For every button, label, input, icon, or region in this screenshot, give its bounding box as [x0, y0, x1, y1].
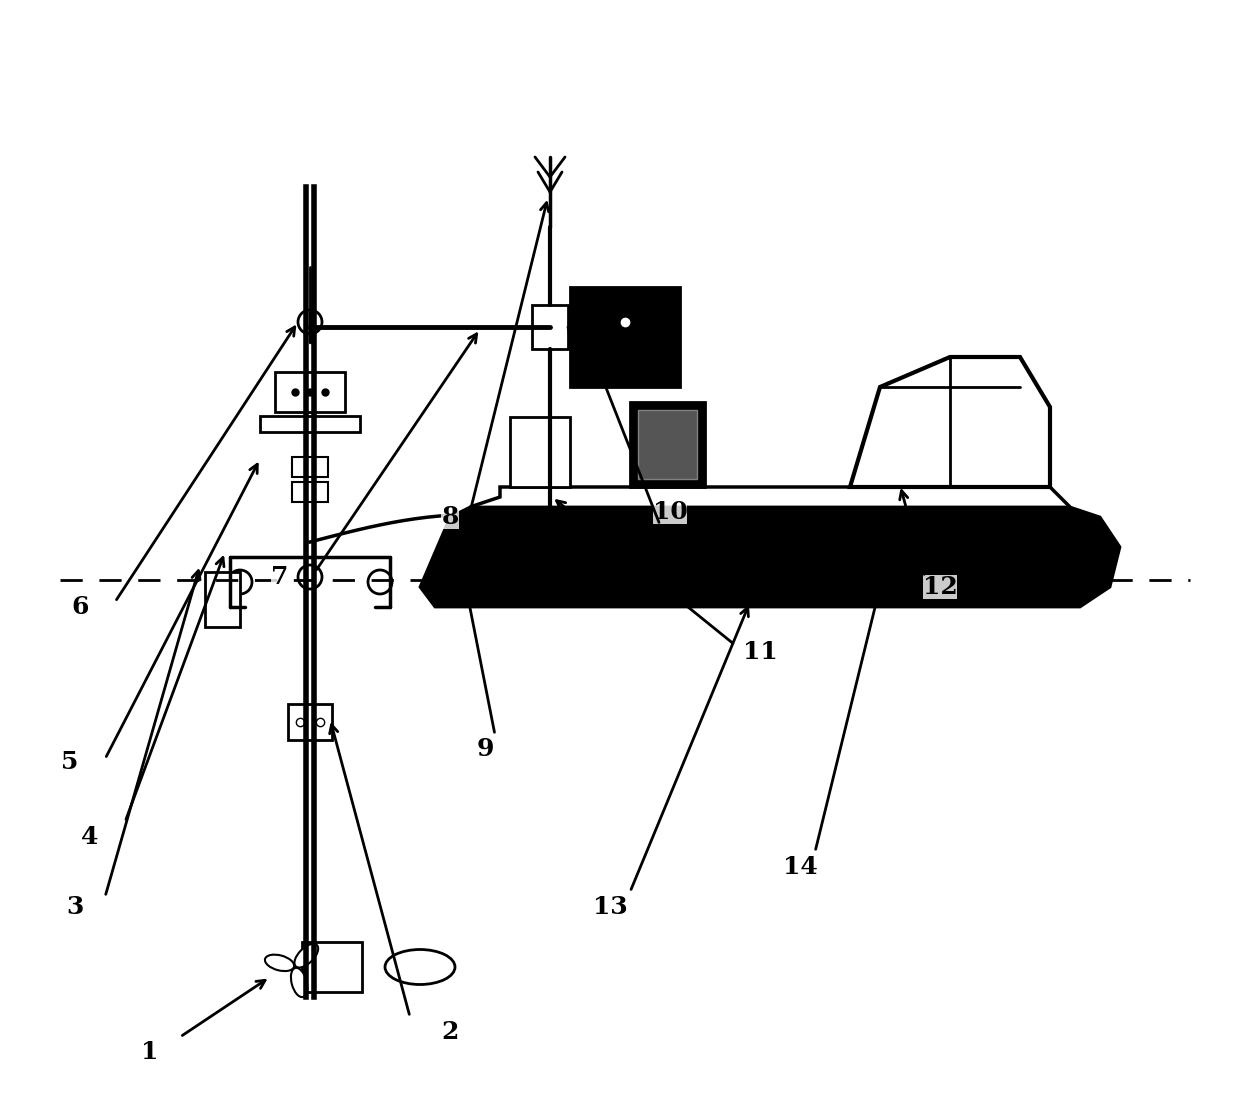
Polygon shape	[849, 356, 1050, 487]
Ellipse shape	[291, 968, 308, 997]
Text: 14: 14	[782, 855, 817, 879]
Bar	[205, 572, 241, 627]
Text: 9: 9	[476, 737, 494, 761]
Bar	[630, 402, 706, 487]
Bar	[570, 287, 680, 387]
FancyBboxPatch shape	[532, 306, 568, 349]
Bar	[260, 416, 360, 432]
Ellipse shape	[265, 954, 294, 971]
Text: 10: 10	[652, 500, 687, 524]
Text: 4: 4	[82, 825, 99, 849]
Bar	[291, 457, 329, 477]
Ellipse shape	[294, 944, 319, 968]
Text: 7: 7	[272, 565, 289, 589]
Text: 5: 5	[61, 751, 78, 774]
Text: 1: 1	[141, 1039, 159, 1064]
Bar	[510, 417, 570, 487]
Text: 2: 2	[441, 1020, 459, 1044]
Bar	[639, 410, 697, 479]
Text: 8: 8	[441, 505, 459, 529]
Ellipse shape	[384, 950, 455, 984]
Bar	[275, 372, 345, 412]
Bar	[303, 942, 362, 992]
Bar	[291, 482, 329, 501]
Text: 3: 3	[66, 894, 83, 919]
Text: 13: 13	[593, 894, 627, 919]
Text: 12: 12	[923, 575, 957, 599]
Polygon shape	[420, 507, 1120, 607]
Bar	[288, 704, 332, 739]
Text: 11: 11	[743, 640, 777, 664]
Text: 6: 6	[72, 594, 89, 619]
